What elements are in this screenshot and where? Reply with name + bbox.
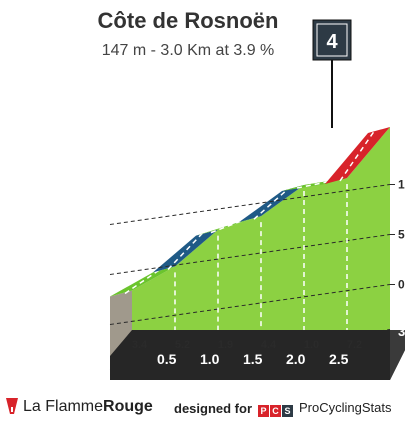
badge-box [312,19,352,61]
altitude-label: 0m [398,278,405,292]
distance-bar [110,330,405,380]
flag-icon [6,398,18,414]
gradient-percent-label: 1.9 [218,339,233,351]
gradient-percent-label: 7.2 [347,339,362,351]
badge-frame [316,23,348,57]
altitude-label: 100m [398,178,405,192]
distance-bar-side [390,330,405,380]
km-tick-label: 0.5 [157,351,177,367]
pcs-letter-c: C [270,405,281,417]
climb-profile-chart: 4 100m 50m 0m 0.5 1.0 1.5 2.0 2.5 3.0 3.4 5.2 1.9 4.… [109,19,405,380]
category-badge: 4 [312,19,352,128]
gradient-percent-label: 4.4 [261,339,277,351]
gradient-percent-label: 5.2 [175,339,190,351]
segment-centerline [124,268,161,295]
altitude-label: 50m [398,228,405,242]
km-tick-label: 2.0 [286,351,306,367]
la-flamme-rouge-logo: La FlammeRouge [6,398,153,416]
designed-for-label: designed for [174,401,253,416]
gradient-percent-label: 3.4 [132,339,148,351]
km-tick-label: 1.5 [243,351,263,367]
segment-centerline [296,180,333,189]
category-label: 4 [326,31,338,53]
gradient-segment-top [239,185,304,223]
altitude-gridline [109,184,391,225]
procyclingstats-link[interactable]: ProCyclingStats [299,400,392,415]
gradient-segment-top [153,229,218,273]
brand-name-part1: La Flamme [23,398,104,415]
segment-centerline [253,187,290,220]
pcs-letter-s: S [282,405,293,417]
climb-summary: 147 m - 3.0 Km at 3.9 % [101,42,275,59]
altitude-gridline [109,234,391,275]
km-tick-label: 1.0 [200,351,220,367]
km-tick-label: 2.5 [329,351,349,367]
km-tick-label: 3.0 [398,324,405,339]
page-title: Côte de Rosnoën [97,8,279,33]
gradient-percent-label: 1.0 [304,339,319,351]
brand-name-part2: Rouge [103,398,153,415]
pcs-letter-p: P [258,405,269,417]
altitude-gridline [109,284,391,325]
segment-centerline [339,129,376,182]
